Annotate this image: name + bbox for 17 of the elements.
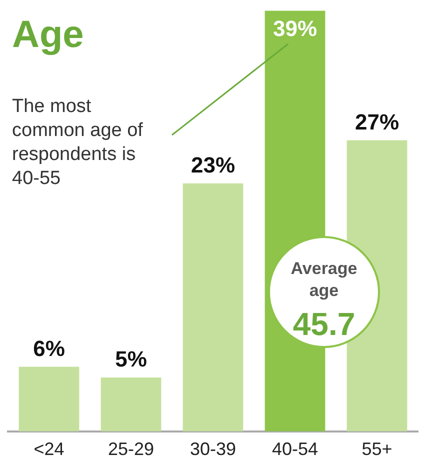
annotation: Average age: [290, 258, 358, 302]
data-label: 27%: [354, 109, 400, 134]
annotation: The most common age of respondents is 40-55: [12, 95, 144, 191]
data-label: 6%: [33, 336, 65, 361]
x-tick-label: 30-39: [190, 439, 236, 460]
data-label: 5%: [115, 346, 147, 372]
bar: [18, 366, 80, 432]
bar: [182, 183, 244, 432]
x-tick-label: <24: [34, 439, 64, 460]
data-label: 23%: [190, 152, 236, 178]
x-tick-label: 40-54: [272, 439, 318, 460]
data-label: 39%: [272, 16, 318, 41]
x-tick-label: 55+: [362, 439, 392, 460]
annotation: 45.7: [292, 306, 356, 343]
x-tick-label: 25-29: [108, 439, 154, 460]
bar: [100, 377, 162, 432]
chart-title: Age: [12, 14, 84, 57]
